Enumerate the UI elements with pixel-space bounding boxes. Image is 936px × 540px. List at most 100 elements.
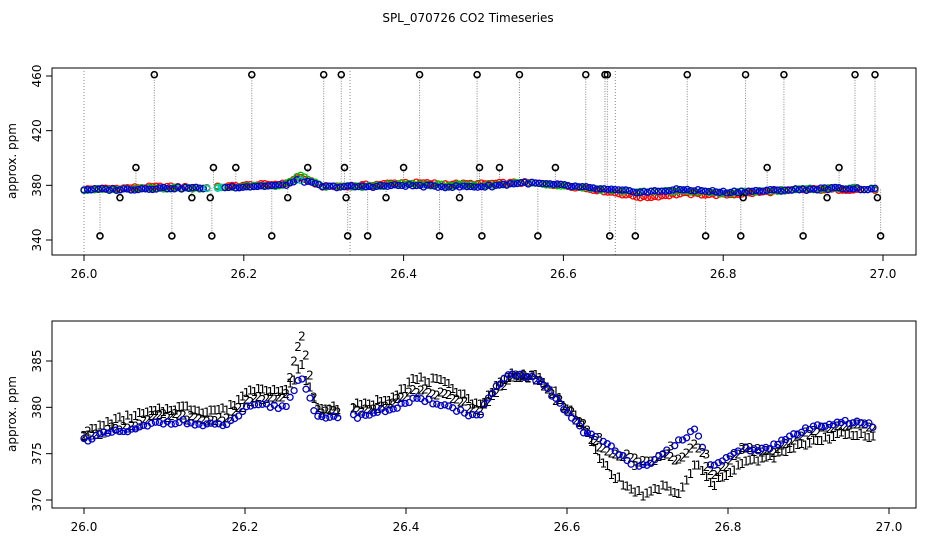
series-label-point: 2 — [679, 450, 687, 464]
series-point — [253, 182, 262, 191]
series-point — [871, 184, 879, 192]
series-point — [795, 186, 803, 194]
series-label-point: 1 — [120, 414, 128, 428]
series-label-point: 2 — [88, 428, 96, 442]
series-label-point: 3 — [596, 431, 604, 445]
series-point — [329, 182, 337, 190]
y-tick-label: 370 — [30, 489, 44, 512]
series-point — [185, 184, 193, 192]
series-point — [84, 437, 92, 445]
series-label-point: 2 — [457, 396, 465, 410]
series-label-point: 1 — [148, 404, 156, 418]
series-label-point: 1 — [211, 404, 219, 418]
series-label-point: 1 — [227, 398, 235, 412]
series-label-point: 1 — [695, 458, 703, 472]
y-tick-label: 380 — [30, 396, 44, 419]
series-point — [130, 186, 139, 194]
series-point — [112, 426, 120, 434]
series-point — [300, 175, 308, 184]
series-point — [820, 184, 829, 192]
series-point — [536, 377, 544, 385]
series-label-point: 1 — [159, 405, 167, 419]
series-point — [676, 185, 684, 194]
outlier-point — [363, 232, 372, 240]
series-point — [134, 185, 142, 194]
series-label-point: 1 — [845, 428, 853, 442]
series-label-point: 2 — [821, 420, 829, 434]
series-label-point: 2 — [437, 385, 445, 399]
series-label-point: 2 — [405, 385, 413, 399]
series-point — [423, 181, 431, 189]
series-point — [535, 179, 543, 188]
series-point — [665, 192, 673, 200]
series-point — [575, 422, 584, 430]
series-label-point: 2 — [136, 418, 144, 432]
series-label-point: 1 — [853, 429, 861, 443]
series-point — [112, 186, 121, 195]
series-point — [434, 183, 442, 191]
series-label-point: 2 — [687, 442, 695, 456]
series-point — [266, 403, 274, 412]
series-label-point: 1 — [691, 459, 699, 473]
series-label-point: 2 — [255, 390, 263, 404]
series-point — [109, 185, 117, 193]
series-point — [232, 181, 240, 190]
series-point — [183, 420, 191, 428]
series-label-point: 2 — [270, 393, 278, 407]
series-point — [622, 186, 630, 194]
series-point — [419, 183, 428, 191]
series-label-point: 1 — [750, 453, 758, 467]
series-point — [322, 182, 330, 190]
series-point — [697, 186, 706, 195]
series-label-point: 1 — [235, 393, 243, 407]
series-point — [842, 185, 850, 193]
series-point — [383, 180, 392, 188]
outlier-point — [873, 193, 882, 202]
series-label-point: 2 — [726, 453, 734, 467]
series-label-point: 2 — [239, 401, 247, 415]
series-point — [817, 423, 826, 431]
series-point — [571, 417, 580, 425]
series-point — [167, 185, 175, 193]
series-label-point: 1 — [104, 415, 112, 429]
series-point — [788, 186, 796, 194]
series-label-point: 3 — [631, 459, 639, 473]
series-point — [563, 409, 572, 417]
series-label-point: 1 — [758, 452, 766, 466]
series-point — [464, 412, 473, 420]
series-label-point: 1 — [790, 442, 798, 456]
series-point — [817, 184, 825, 192]
series-label-point: 1 — [473, 396, 481, 410]
series-point — [297, 173, 305, 182]
series-point — [492, 181, 500, 190]
series-label-point: 1 — [167, 404, 175, 418]
outlier-point — [534, 232, 542, 240]
series-point — [865, 419, 873, 427]
series-point — [297, 171, 305, 179]
series-label-point: 1 — [722, 469, 730, 483]
series-point — [318, 183, 327, 191]
series-label-point: 1 — [707, 476, 715, 490]
series-label-point: 2 — [362, 402, 370, 416]
series-label-point: 1 — [683, 473, 691, 487]
series-label-point: 1 — [152, 404, 160, 418]
outlier-point — [96, 232, 104, 240]
series-point — [615, 451, 623, 459]
series-point — [138, 185, 146, 193]
x-axis-ticks-bottom: 26.0 26.2 26.4 26.6 26.8 27.0 — [71, 507, 902, 534]
series-label-point: 1 — [330, 400, 338, 414]
series-label-point: 2 — [742, 441, 750, 455]
series-point — [170, 185, 178, 193]
series-point — [614, 186, 623, 194]
series-point — [102, 185, 110, 193]
series-point — [846, 185, 854, 193]
series-point — [336, 183, 345, 191]
series-point — [575, 183, 583, 191]
series-label-point: 1 — [675, 487, 683, 501]
series-point — [799, 185, 807, 193]
series-label-point: 2 — [286, 371, 294, 385]
outlier-markers — [96, 70, 885, 240]
series-label-point: 2 — [199, 413, 207, 427]
series-label-point: 2 — [92, 427, 100, 441]
series-point — [687, 186, 695, 195]
